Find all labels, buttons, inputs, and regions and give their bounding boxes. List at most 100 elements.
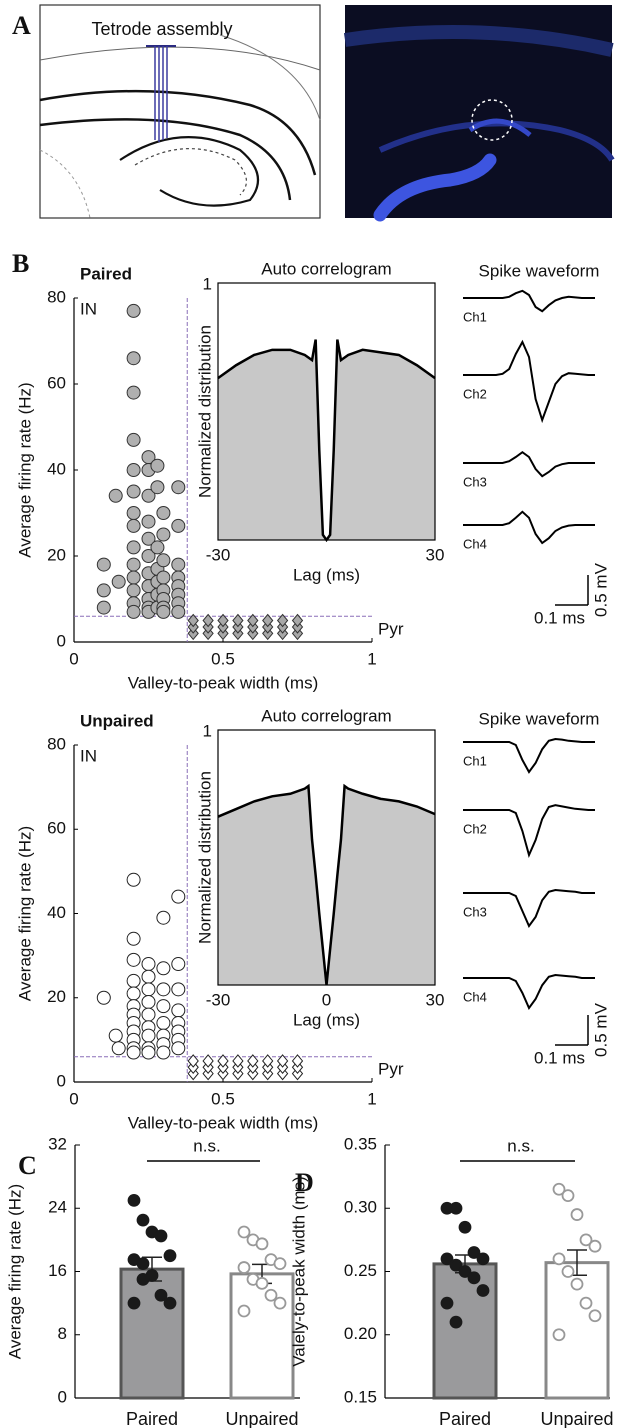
y-tick-label: 0.35 [344, 1134, 377, 1153]
panel-label: B [12, 249, 29, 278]
point [552, 1328, 566, 1342]
tissue [378, 120, 615, 162]
x-axis-label: Lag (ms) [293, 1010, 360, 1029]
y-tick-label: 0 [57, 1071, 66, 1090]
point [141, 531, 156, 546]
point [291, 613, 304, 628]
point [126, 540, 141, 555]
chart-title: Spike waveform [479, 261, 600, 280]
y-tick-label: 0 [57, 631, 66, 650]
point [126, 583, 141, 598]
point [126, 518, 141, 533]
y-axis-label: Valely-to-peak width (ms) [289, 1176, 308, 1367]
point [96, 990, 111, 1005]
channel-label: Ch3 [463, 474, 487, 489]
panel-label: D [295, 1168, 314, 1197]
point [163, 1249, 177, 1263]
point [232, 613, 244, 628]
point [126, 986, 141, 1001]
point [111, 574, 126, 589]
point [255, 1237, 269, 1251]
waveform [463, 450, 595, 478]
tissue [468, 118, 532, 137]
point [570, 1208, 584, 1221]
point [247, 1054, 259, 1068]
x-tick-label: 1 [367, 1089, 376, 1108]
y-tick-label: 60 [47, 819, 66, 838]
waveform [463, 289, 595, 313]
point [552, 1252, 566, 1266]
point [126, 432, 141, 447]
panel-label: A [12, 11, 31, 40]
y-tick-label: 1 [203, 274, 212, 293]
point [561, 1265, 575, 1278]
x-tick-label: 0 [322, 990, 331, 1009]
recording-site [471, 99, 513, 141]
point [154, 1288, 168, 1302]
point [171, 557, 186, 572]
point [561, 1189, 575, 1202]
waveform [463, 888, 595, 928]
point [237, 1304, 251, 1318]
x-axis-label: Valley-to-peak width (ms) [128, 1113, 319, 1132]
y-tick-label: 1 [203, 721, 212, 740]
point [262, 613, 274, 628]
area [218, 339, 435, 540]
hippocampus-outline [39, 89, 317, 176]
y-axis-label: Average firing rate (Hz) [5, 1184, 24, 1359]
point [126, 570, 141, 585]
point [440, 1296, 454, 1310]
point [156, 527, 171, 542]
y-tick-label: 32 [48, 1134, 67, 1153]
point [237, 1261, 251, 1274]
point [171, 480, 186, 495]
point [276, 613, 289, 628]
point [150, 480, 165, 495]
x-tick-label: 0.5 [211, 649, 235, 668]
point [171, 518, 186, 533]
bar [119, 1267, 185, 1400]
point [449, 1315, 463, 1329]
y-tick-label: 80 [47, 734, 66, 753]
point [588, 1239, 602, 1253]
point [126, 1045, 141, 1060]
scale-label: 0.5 mV [591, 1002, 610, 1057]
point [156, 570, 171, 585]
point [440, 1252, 454, 1266]
point [262, 1054, 274, 1068]
x-tick-label: Paired [126, 1409, 178, 1428]
point [127, 1296, 141, 1310]
point [171, 982, 186, 997]
point [156, 604, 171, 619]
point [156, 553, 171, 568]
waveform [463, 737, 595, 774]
point [467, 1271, 481, 1285]
point [126, 484, 141, 499]
point [449, 1258, 463, 1272]
annotation: Tetrode assembly [91, 19, 232, 39]
x-axis-label: Lag (ms) [293, 565, 360, 584]
channel-label: Ch1 [463, 753, 487, 768]
annotation: IN [80, 746, 97, 765]
x-tick-label: 1 [367, 649, 376, 668]
point [136, 1257, 150, 1270]
hippocampus-outline [39, 118, 292, 201]
schematic-frame [39, 4, 321, 219]
point [96, 557, 111, 572]
point [476, 1284, 490, 1297]
point [232, 1054, 244, 1068]
bar [229, 1272, 295, 1400]
x-axis-label: Valley-to-peak width (ms) [128, 673, 319, 692]
point [108, 1028, 123, 1043]
annotation: IN [80, 299, 97, 318]
x-tick-label: Paired [439, 1409, 491, 1428]
point [127, 1193, 141, 1207]
point [171, 1003, 186, 1018]
point [96, 583, 111, 598]
chart-title: Auto correlogram [261, 706, 391, 725]
point [126, 952, 141, 967]
dentate-outline [119, 136, 260, 207]
point [467, 1246, 481, 1259]
x-tick-label: 30 [426, 545, 445, 564]
